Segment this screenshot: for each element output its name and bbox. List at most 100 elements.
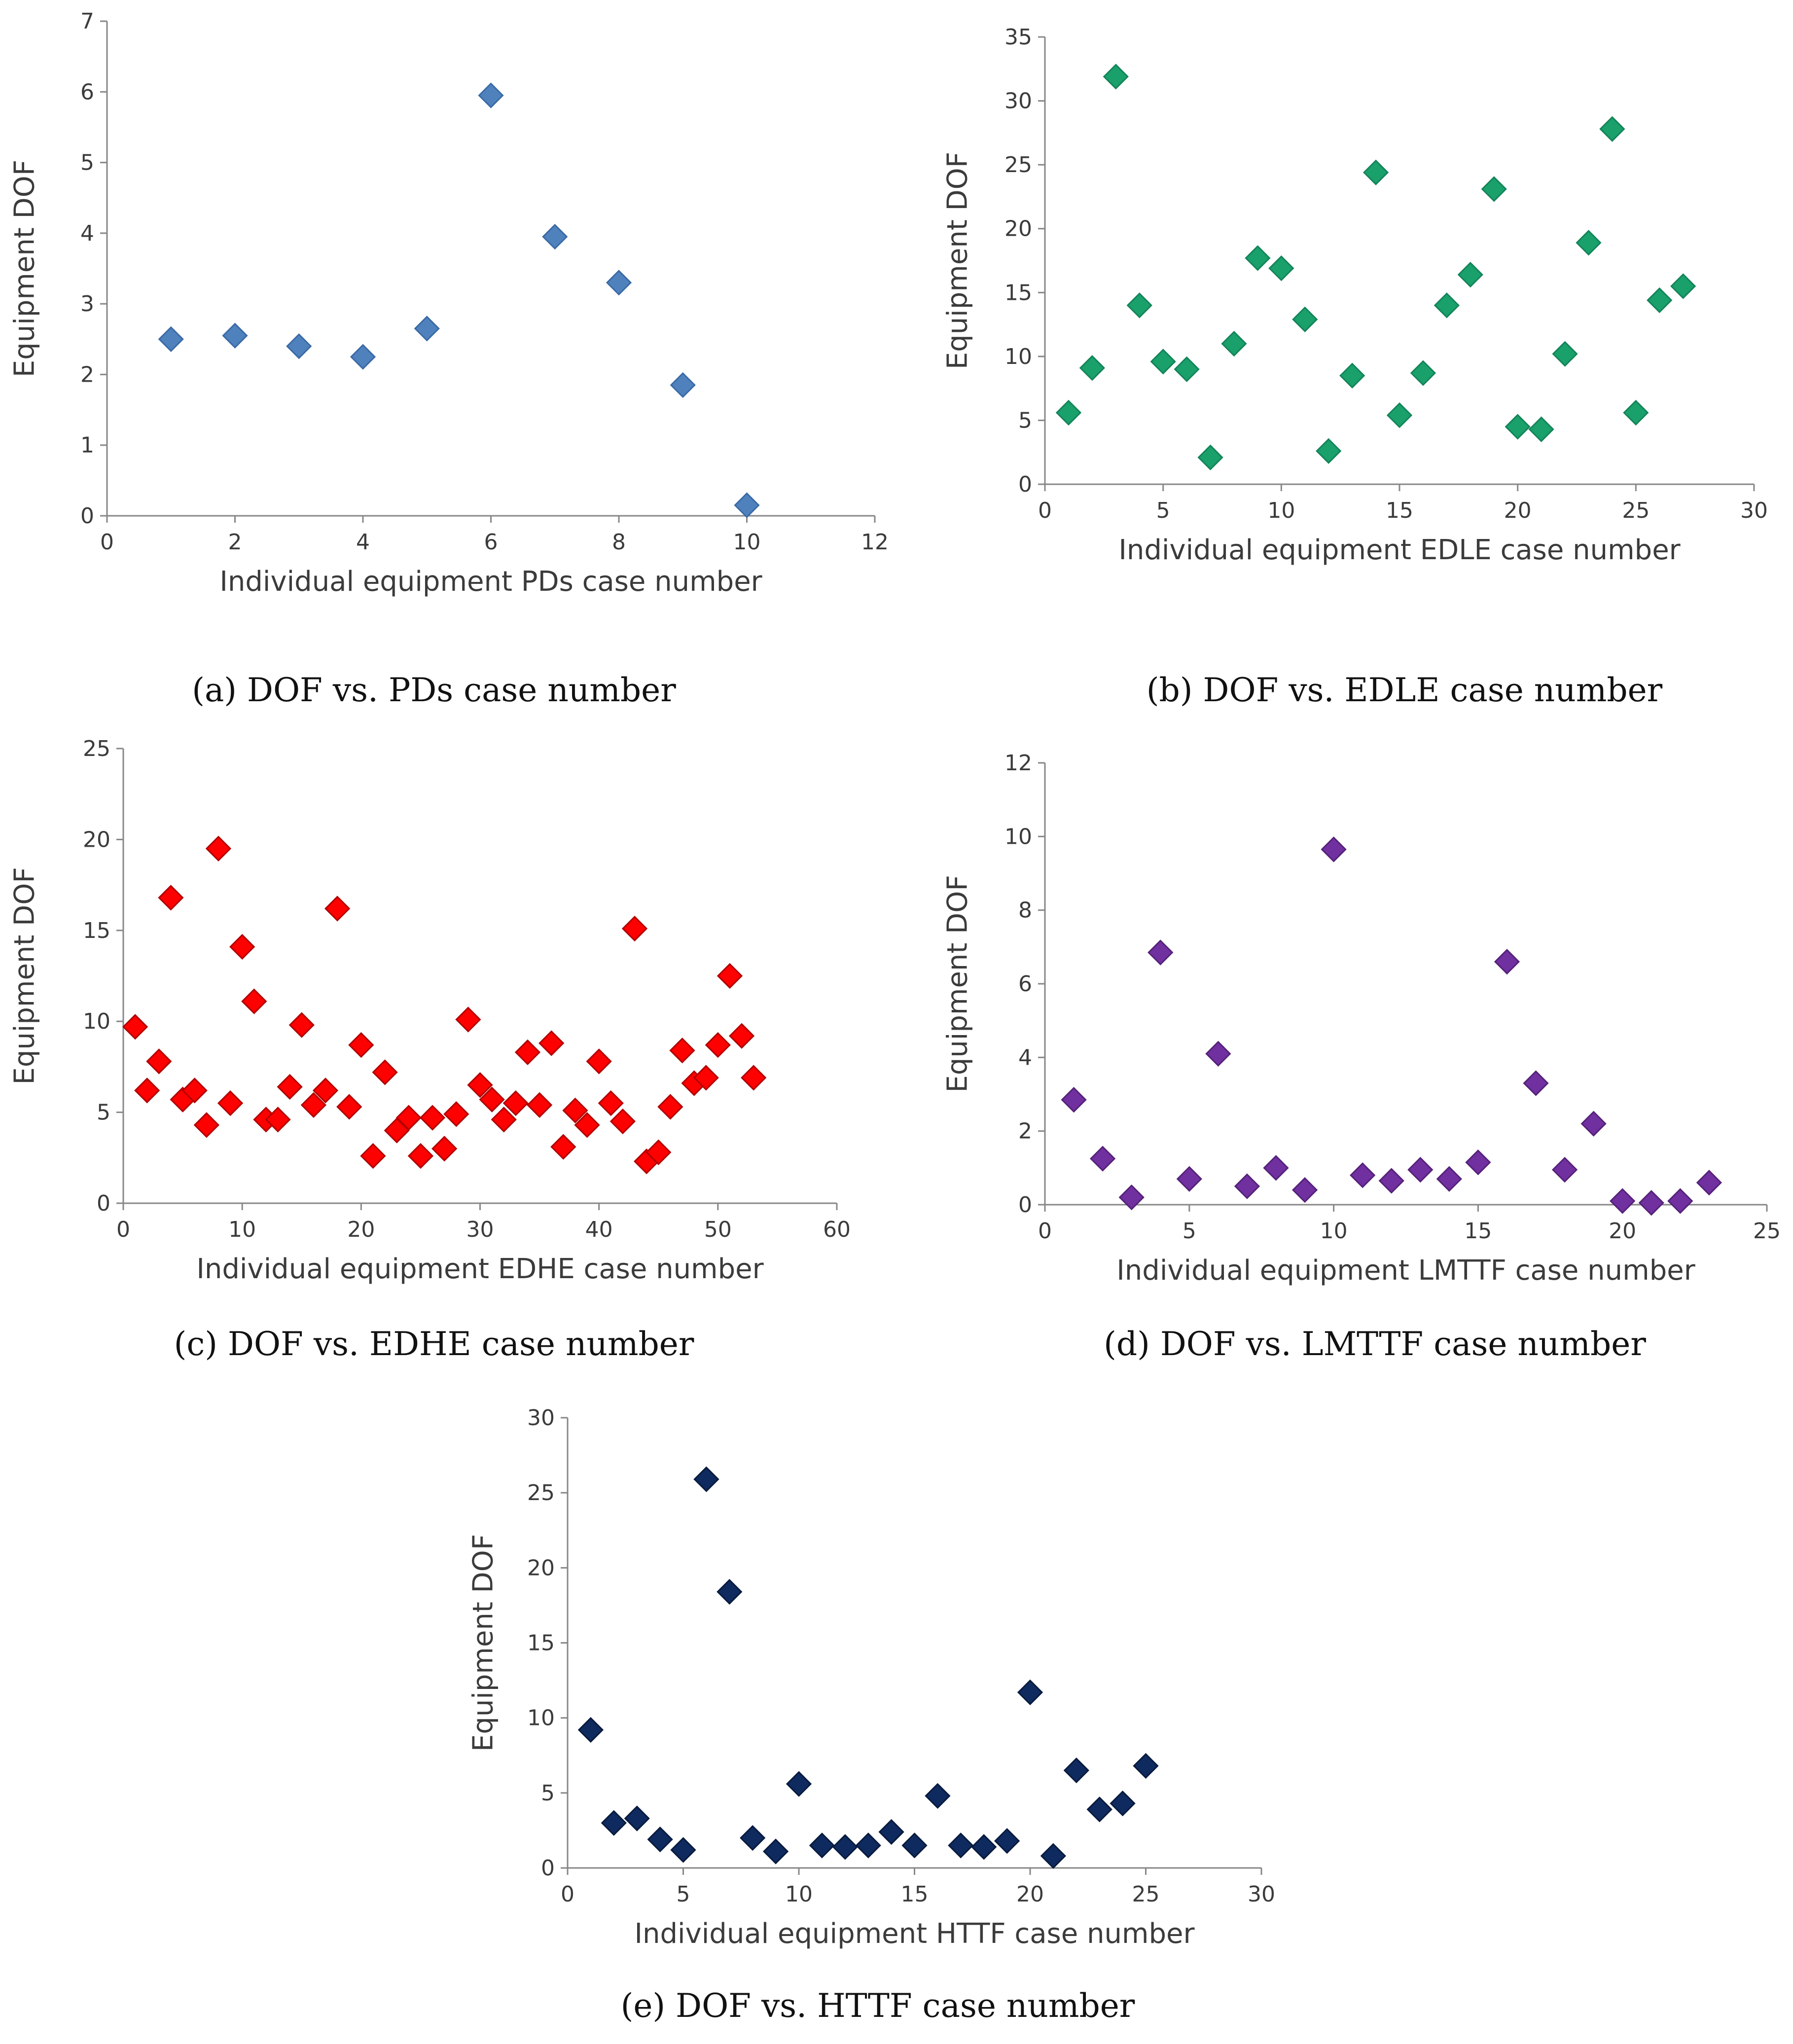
- y-tick-label: 15: [527, 1631, 555, 1656]
- data-point: [158, 885, 184, 911]
- x-tick-label: 0: [1038, 1219, 1052, 1244]
- data-point: [647, 1827, 673, 1853]
- data-point: [1079, 355, 1105, 381]
- data-point: [1316, 438, 1342, 464]
- data-point: [740, 1825, 766, 1851]
- y-tick-label: 20: [1004, 216, 1032, 242]
- y-tick-label: 25: [527, 1480, 555, 1506]
- x-tick-label: 30: [1740, 498, 1768, 523]
- x-tick-label: 30: [1248, 1882, 1275, 1907]
- data-point: [217, 1090, 244, 1116]
- y-tick-label: 15: [1004, 280, 1032, 305]
- data-point: [1110, 1791, 1136, 1817]
- data-point: [478, 82, 504, 108]
- data-point: [1465, 1149, 1491, 1176]
- chart-c: 0 5 10 15 20 25 0 10 20 30 40 50 60 Individual equipm…: [9, 736, 851, 1363]
- x-axis-title: Individual equipment EDHE case number: [196, 1253, 764, 1285]
- data-point: [734, 492, 760, 518]
- data-point: [277, 1074, 303, 1100]
- data-point: [832, 1834, 858, 1860]
- data-point: [372, 1059, 398, 1085]
- y-tick-label: 0: [1018, 1192, 1032, 1218]
- data-point: [526, 1092, 553, 1118]
- x-tick-label: 10: [228, 1217, 256, 1242]
- data-point: [717, 1578, 743, 1605]
- data-point: [855, 1832, 881, 1859]
- y-tick-label: 30: [1004, 89, 1032, 114]
- data-point: [1063, 1757, 1089, 1784]
- y-tick-label: 20: [83, 827, 110, 852]
- x-tick-label: 10: [1320, 1219, 1348, 1244]
- data-point: [1291, 1177, 1318, 1203]
- y-tick-label: 20: [527, 1555, 555, 1580]
- data-point: [350, 344, 376, 370]
- x-tick-label: 20: [1504, 498, 1532, 523]
- data-point: [336, 1094, 362, 1120]
- data-point: [657, 1094, 683, 1120]
- x-tick-label: 8: [612, 530, 626, 555]
- y-tick-label: 5: [97, 1100, 110, 1125]
- data-point: [395, 1105, 422, 1131]
- data-point: [1268, 255, 1294, 282]
- y-tick-label: 0: [80, 503, 94, 529]
- x-tick-label: 0: [1038, 498, 1052, 523]
- data-point: [1599, 116, 1625, 142]
- data-point: [1040, 1843, 1067, 1869]
- data-point: [467, 1072, 493, 1098]
- data-point: [577, 1717, 604, 1743]
- x-tick-label: 6: [484, 530, 498, 555]
- data-point: [324, 896, 351, 922]
- data-point: [312, 1077, 339, 1104]
- data-point: [300, 1092, 326, 1118]
- data-point: [1638, 1190, 1664, 1216]
- y-tick-label: 25: [1004, 152, 1032, 178]
- data-point: [1118, 1184, 1145, 1211]
- data-point: [598, 1090, 624, 1116]
- data-point: [1667, 1188, 1693, 1214]
- data-point: [241, 988, 267, 1014]
- chart-caption: (a) DOF vs. PDs case number: [192, 671, 676, 709]
- y-axis-title: Equipment DOF: [942, 152, 974, 369]
- data-point: [407, 1143, 434, 1169]
- y-tick-label: 2: [80, 362, 94, 387]
- data-point: [1133, 1753, 1159, 1779]
- y-tick-label: 15: [83, 918, 110, 943]
- data-point: [562, 1097, 588, 1124]
- x-tick-label: 25: [1622, 498, 1650, 523]
- data-point: [1350, 1162, 1376, 1188]
- data-point: [878, 1819, 904, 1845]
- data-point: [158, 326, 184, 352]
- data-point: [431, 1136, 458, 1162]
- chart-caption: (d) DOF vs. LMTTF case number: [1104, 1325, 1646, 1363]
- data-point: [360, 1143, 386, 1169]
- data-point: [1528, 416, 1554, 442]
- data-point: [728, 1023, 755, 1049]
- data-point: [1321, 836, 1347, 862]
- data-point: [1126, 292, 1152, 319]
- x-tick-label: 4: [356, 530, 370, 555]
- y-tick-label: 0: [541, 1856, 555, 1881]
- data-point: [1696, 1170, 1722, 1196]
- data-point: [786, 1771, 812, 1797]
- data-point: [1552, 341, 1578, 367]
- y-tick-label: 4: [80, 221, 94, 246]
- data-point: [1148, 939, 1174, 966]
- data-point: [601, 1810, 627, 1836]
- data-point: [134, 1077, 160, 1104]
- data-point: [1407, 1156, 1434, 1183]
- data-point: [1197, 444, 1223, 470]
- data-point: [705, 1032, 731, 1058]
- data-point: [809, 1832, 835, 1859]
- x-tick-label: 2: [228, 530, 242, 555]
- data-point: [181, 1077, 208, 1104]
- data-point: [514, 1039, 541, 1066]
- data-point: [925, 1783, 951, 1809]
- data-point: [443, 1101, 469, 1127]
- y-tick-label: 30: [527, 1405, 555, 1431]
- x-tick-label: 25: [1132, 1882, 1160, 1907]
- y-axis-title: Equipment DOF: [467, 1534, 500, 1752]
- data-point: [479, 1086, 505, 1112]
- data-point: [288, 1012, 315, 1038]
- data-point: [1436, 1166, 1462, 1192]
